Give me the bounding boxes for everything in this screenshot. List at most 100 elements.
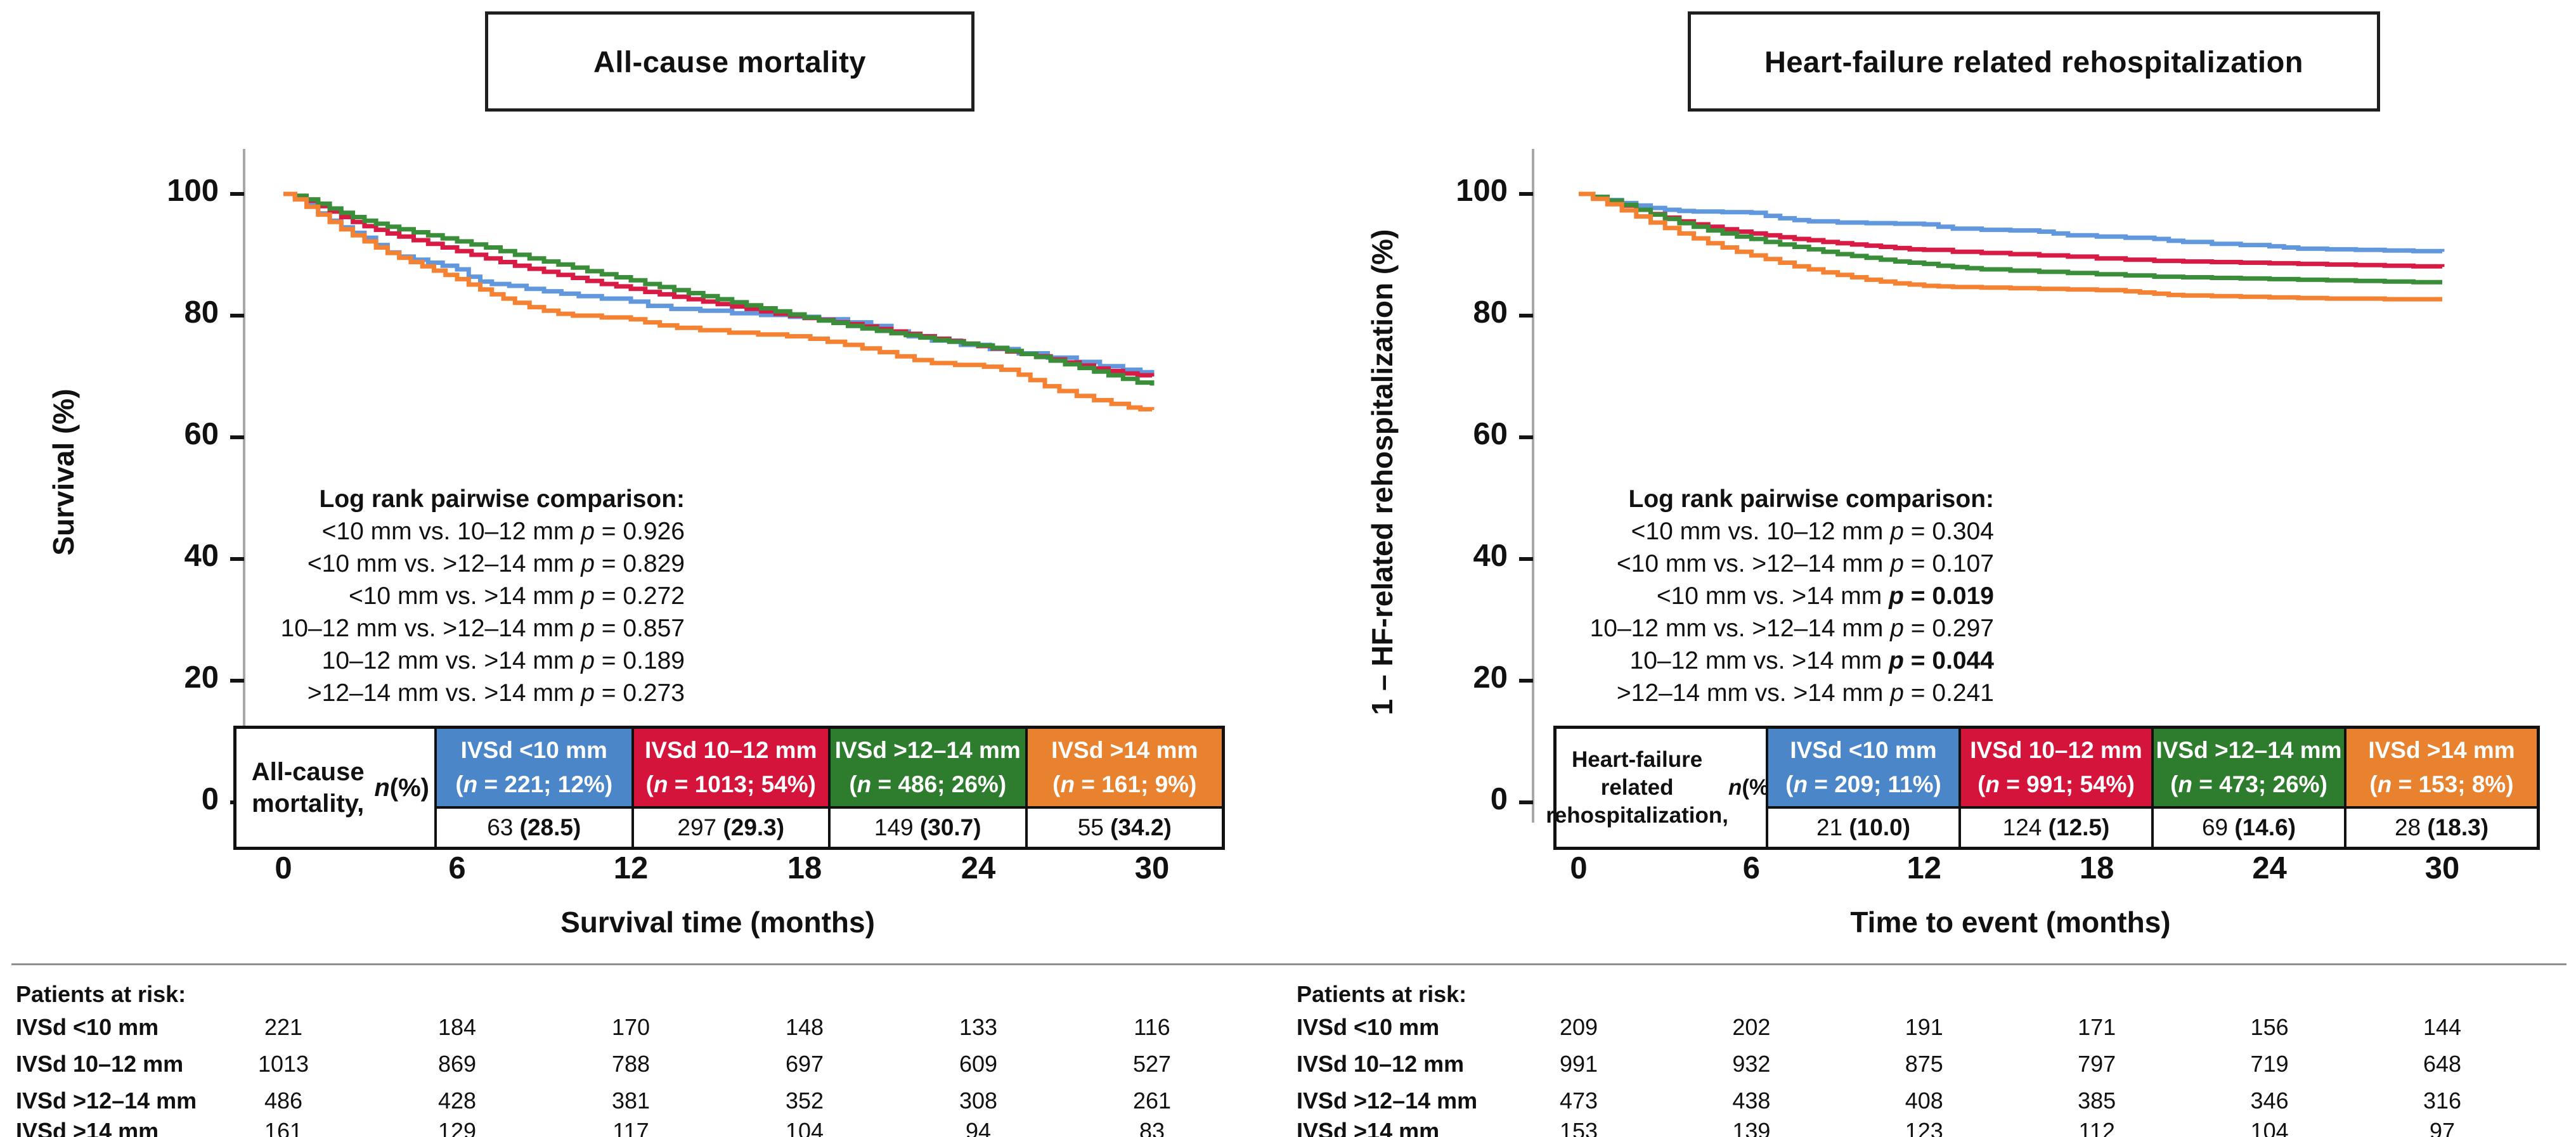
table-group-header: IVSd 10–12 mm (n = 991; 54%)	[1958, 729, 2151, 806]
km-curve-ivsd-14-mm	[1579, 191, 2442, 302]
patients-at-risk-count: 133	[959, 1014, 998, 1040]
x-axis-label: Time to event (months)	[1850, 906, 2171, 939]
y-axis-line	[243, 149, 245, 823]
logrank-line: <10 mm vs. 10–12 mm p = 0.926	[321, 518, 685, 545]
patients-at-risk-count: 527	[1132, 1051, 1172, 1077]
x-tick-label: 18	[2079, 851, 2114, 885]
km-curve-ivsd-14-mm	[283, 191, 1155, 412]
y-tick-label: 40	[1473, 539, 1508, 573]
table-group-value: 69 (14.6)	[2151, 806, 2344, 847]
table-group-header: IVSd <10 mm (n = 209; 11%)	[1766, 729, 1958, 806]
table-group-header: IVSd >14 mm (n = 161; 9%)	[1025, 729, 1222, 806]
panel-title: All-cause mortality	[593, 44, 867, 79]
table-group-value: 55 (34.2)	[1025, 806, 1222, 847]
y-tick-label: 100	[1456, 174, 1508, 208]
patients-at-risk-count: 486	[264, 1088, 303, 1114]
patients-at-risk-count: 139	[1732, 1118, 1771, 1137]
patients-at-risk-count: 148	[785, 1014, 824, 1040]
logrank-line: >12–14 mm vs. >14 mm p = 0.241	[1616, 679, 1994, 707]
patients-at-risk-count: 83	[1139, 1118, 1165, 1137]
table-group-header: IVSd >14 mm (n = 153; 8%)	[2344, 729, 2537, 806]
y-tick-label: 60	[184, 417, 219, 451]
patients-at-risk-count: 209	[1559, 1014, 1598, 1040]
patients-at-risk-row-label: IVSd >14 mm	[1297, 1118, 1440, 1137]
patients-at-risk-count: 156	[2250, 1014, 2289, 1040]
patients-at-risk-count: 104	[2250, 1118, 2289, 1137]
y-tick-mark	[1519, 435, 1533, 439]
patients-at-risk-title: Patients at risk:	[1297, 981, 1467, 1007]
y-tick-mark	[1519, 557, 1533, 561]
y-tick-mark	[1519, 192, 1533, 196]
table-group-header: IVSd 10–12 mm (n = 1013; 54%)	[631, 729, 828, 806]
patients-at-risk-count: 875	[1905, 1051, 1943, 1077]
x-tick-label: 0	[1570, 851, 1588, 885]
y-tick-mark	[230, 314, 244, 318]
y-tick-label: 20	[184, 660, 219, 695]
logrank-line: <10 mm vs. >14 mm p = 0.272	[348, 582, 685, 610]
patients-at-risk-count: 202	[1732, 1014, 1771, 1040]
patients-at-risk-count: 648	[2423, 1051, 2462, 1077]
patients-at-risk-count: 153	[1559, 1118, 1598, 1137]
y-tick-label: 40	[184, 539, 219, 573]
patients-at-risk-count: 428	[437, 1088, 477, 1114]
logrank-line: 10–12 mm vs. >14 mm p = 0.044	[1629, 647, 1994, 674]
patients-at-risk-count: 346	[2250, 1088, 2289, 1114]
table-group-value: 63 (28.5)	[434, 806, 631, 847]
patients-at-risk-count: 797	[2078, 1051, 2116, 1077]
group-summary-table: All-cause mortality, n (%) IVSd <10 mm (n …	[233, 726, 1225, 850]
patients-at-risk-row-label: IVSd 10–12 mm	[1297, 1051, 1465, 1077]
y-axis-label: Survival (%)	[47, 389, 80, 556]
patients-at-risk-count: 408	[1905, 1088, 1943, 1114]
y-tick-label: 80	[184, 295, 219, 330]
patients-at-risk-count: 117	[612, 1118, 649, 1137]
x-tick-label: 18	[787, 851, 822, 885]
patients-at-risk-count: 316	[2423, 1088, 2462, 1114]
patients-at-risk-count: 438	[1732, 1088, 1771, 1114]
patients-at-risk-count: 94	[965, 1118, 992, 1137]
patients-at-risk-count: 171	[2078, 1014, 2116, 1040]
y-tick-mark	[1519, 314, 1533, 318]
table-row-label: Heart-failure related rehospitalization,…	[1546, 729, 1777, 847]
y-tick-label: 60	[1473, 417, 1508, 451]
patients-at-risk-count: 1013	[257, 1051, 309, 1077]
y-tick-mark	[1519, 679, 1533, 683]
y-tick-mark	[230, 679, 244, 683]
patients-at-risk-row-label: IVSd 10–12 mm	[16, 1051, 184, 1077]
x-tick-label: 30	[2424, 851, 2460, 885]
logrank-title: Log rank pairwise comparison:	[1628, 485, 1994, 513]
patients-at-risk-count: 221	[264, 1014, 303, 1040]
patients-at-risk-count: 697	[785, 1051, 824, 1077]
patients-at-risk-count: 308	[959, 1088, 998, 1114]
patients-at-risk-count: 144	[2423, 1014, 2462, 1040]
patients-at-risk-row-label: IVSd <10 mm	[16, 1014, 159, 1040]
group-summary-table: Heart-failure related rehospitalization,…	[1546, 726, 2540, 850]
x-tick-label: 12	[613, 851, 649, 885]
patients-at-risk-count: 112	[2078, 1118, 2115, 1137]
x-tick-label: 24	[2252, 851, 2287, 885]
patients-at-risk-title: Patients at risk:	[16, 981, 186, 1007]
y-tick-label: 20	[1473, 660, 1508, 695]
table-group-header: IVSd >12–14 mm (n = 473; 26%)	[2151, 729, 2344, 806]
patients-at-risk-row-label: IVSd <10 mm	[1297, 1014, 1440, 1040]
logrank-block: Log rank pairwise comparison: <10 mm vs. …	[1392, 483, 1994, 709]
x-tick-label: 24	[961, 851, 996, 885]
table-group-header: IVSd <10 mm (n = 221; 12%)	[434, 729, 631, 806]
patients-at-risk-count: 609	[959, 1051, 998, 1077]
patients-at-risk-count: 869	[437, 1051, 477, 1077]
y-tick-mark	[1519, 800, 1533, 804]
patients-at-risk-count: 381	[611, 1088, 650, 1114]
x-tick-label: 6	[1742, 851, 1761, 885]
table-group-header: IVSd >12–14 mm (n = 486; 26%)	[828, 729, 1025, 806]
patients-at-risk-row-label: IVSd >12–14 mm	[1297, 1088, 1478, 1114]
patients-at-risk-count: 129	[437, 1118, 477, 1137]
logrank-line: <10 mm vs. >12–14 mm p = 0.829	[307, 550, 685, 577]
panel-title: Heart-failure related rehospitalization	[1764, 44, 2304, 79]
patients-at-risk-count: 170	[611, 1014, 650, 1040]
patients-at-risk-count: 261	[1132, 1088, 1172, 1114]
y-tick-label: 100	[167, 174, 219, 208]
km-curve-ivsd-10-mm	[1579, 191, 2445, 254]
patients-at-risk-count: 932	[1732, 1051, 1771, 1077]
logrank-line: 10–12 mm vs. >12–14 mm p = 0.297	[1589, 615, 1994, 642]
x-tick-label: 30	[1134, 851, 1170, 885]
